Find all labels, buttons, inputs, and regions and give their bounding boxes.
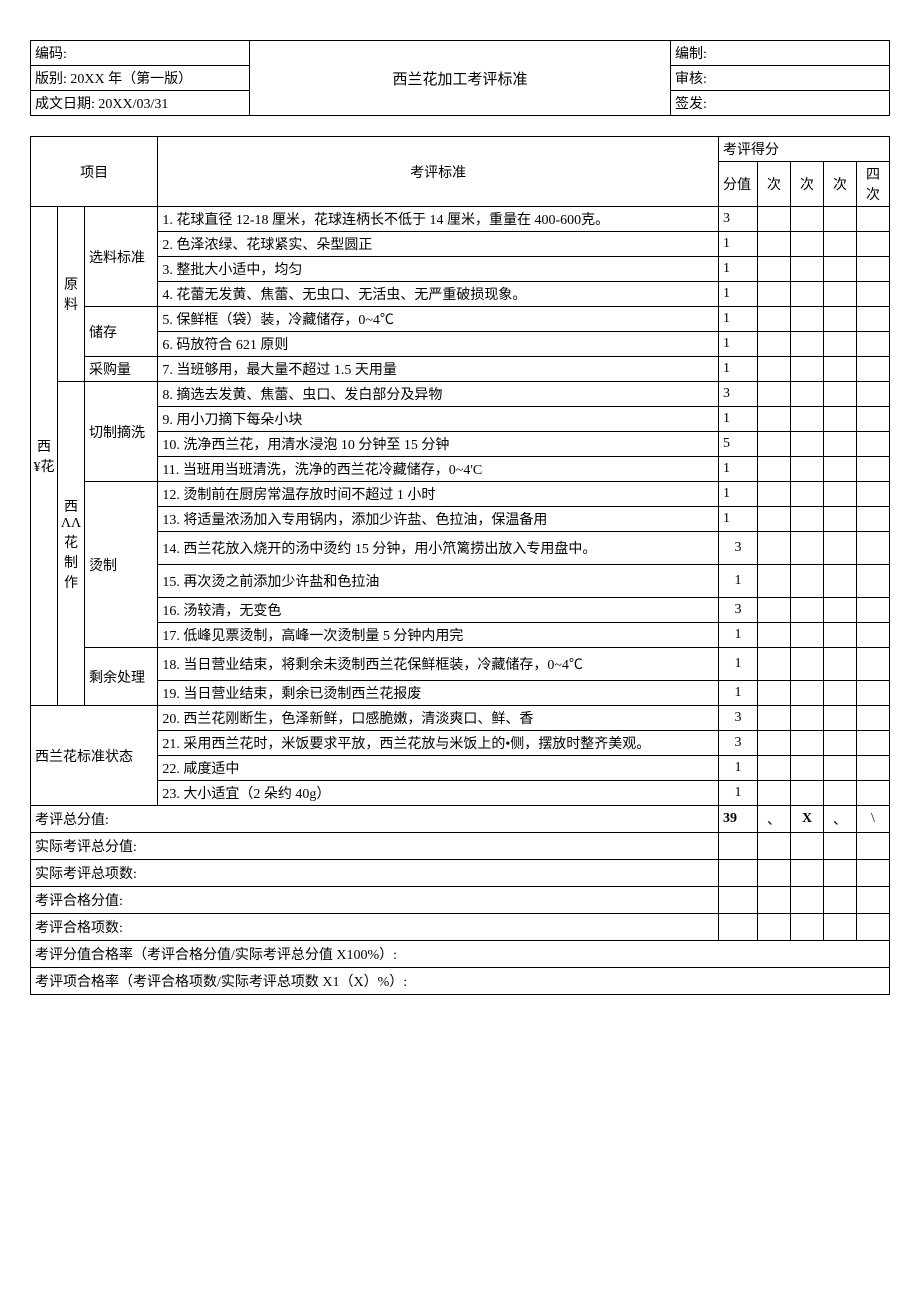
group-blanch: 烫制 <box>85 482 158 648</box>
table-row: 4. 花蕾无发黄、焦蕾、无虫口、无活虫、无严重破损现象。 1 <box>31 282 890 307</box>
table-row: 采购量 7. 当班够用，最大量不超过 1.5 天用量 1 <box>31 357 890 382</box>
col-time2: 次 <box>791 162 824 207</box>
table-row: 烫制 12. 烫制前在厨房常温存放时间不超过 1 小时 1 <box>31 482 890 507</box>
summary-s2: X <box>791 806 824 833</box>
table-row: 10. 洗净西兰花，用清水浸泡 10 分钟至 15 分钟 5 <box>31 432 890 457</box>
summary-pass-score: 考评合格分值: <box>31 887 890 914</box>
group-state: 西兰花标准状态 <box>31 706 158 806</box>
table-row: 16. 汤较清，无变色 3 <box>31 598 890 623</box>
group-select: 选料标准 <box>85 207 158 307</box>
score-cell <box>791 207 824 232</box>
score-cell <box>824 207 857 232</box>
summary-s3: 、 <box>824 806 857 833</box>
group-process: 西ΛΛ花制作 <box>58 382 85 706</box>
table-row: 9. 用小刀摘下每朵小块 1 <box>31 407 890 432</box>
table-row: 21. 采用西兰花时，米饭要求平放，西兰花放与米饭上的•侧，摆放时整齐美观。 3 <box>31 731 890 756</box>
table-row: 西兰花标准状态 20. 西兰花刚断生，色泽新鲜，口感脆嫩，清淡爽口、鲜、香 3 <box>31 706 890 731</box>
version-value: 20XX 年（第一版） <box>70 72 192 87</box>
col-time3: 次 <box>824 162 857 207</box>
version-label: 版别: <box>35 72 67 87</box>
summary-actual-score: 实际考评总分值: <box>31 833 890 860</box>
header-table: 编码: 西兰花加工考评标准 编制: 版别: 20XX 年（第一版） 审核: 成文… <box>30 40 890 116</box>
table-row: 23. 大小适宜（2 朵约 40g） 1 <box>31 781 890 806</box>
group-storage: 储存 <box>85 307 158 357</box>
col-score-group: 考评得分 <box>719 137 890 162</box>
code-cell: 编码: <box>31 41 250 66</box>
criteria-text: 1. 花球直径 12-18 厘米，花球连柄长不低于 14 厘米，重量在 400-… <box>158 207 719 232</box>
summary-actual-items: 实际考评总项数: <box>31 860 890 887</box>
table-row: 3. 整批大小适中，均匀 1 <box>31 257 890 282</box>
score-cell <box>758 207 791 232</box>
table-row: 6. 码放符合 621 原则 1 <box>31 332 890 357</box>
score-value: 3 <box>719 207 758 232</box>
group-leftover: 剩余处理 <box>85 648 158 706</box>
total-value: 39 <box>719 806 758 833</box>
score-cell <box>857 207 890 232</box>
table-row: 15. 再次烫之前添加少许盐和色拉油 1 <box>31 565 890 598</box>
doc-title: 西兰花加工考评标准 <box>250 41 671 116</box>
group-material: 原料 <box>58 207 85 382</box>
table-row: 西¥花 原料 选料标准 1. 花球直径 12-18 厘米，花球连柄长不低于 14… <box>31 207 890 232</box>
group-purchase: 采购量 <box>85 357 158 382</box>
col-criteria: 考评标准 <box>158 137 719 207</box>
date-label: 成文日期: <box>35 97 95 112</box>
table-row: 14. 西兰花放入烧开的汤中烫约 15 分钟，用小笊篱捞出放入专用盘中。 3 <box>31 532 890 565</box>
table-row: 剩余处理 18. 当日营业结束，将剩余未烫制西兰花保鲜框装，冷藏储存，0~4℃ … <box>31 648 890 681</box>
signed-cell: 签发: <box>671 91 890 116</box>
total-label: 考评总分值: <box>31 806 719 833</box>
summary-s1: 、 <box>758 806 791 833</box>
table-row: 19. 当日营业结束，剩余已烫制西兰花报废 1 <box>31 681 890 706</box>
table-row: 储存 5. 保鲜框（袋）装，冷藏储存，0~4℃ 1 <box>31 307 890 332</box>
table-row: 17. 低峰见票烫制，高峰一次烫制量 5 分钟内用完 1 <box>31 623 890 648</box>
evaluation-table: 项目 考评标准 考评得分 分值 次 次 次 四次 西¥花 原料 选料标准 1. … <box>30 136 890 995</box>
summary-total: 考评总分值: 39 、 X 、 \ <box>31 806 890 833</box>
table-row: 22. 咸度适中 1 <box>31 756 890 781</box>
col-time1: 次 <box>758 162 791 207</box>
col-time4: 四次 <box>857 162 890 207</box>
date-value: 20XX/03/31 <box>98 97 168 112</box>
reviewed-cell: 审核: <box>671 66 890 91</box>
col-item: 项目 <box>31 137 158 207</box>
group-main: 西¥花 <box>31 207 58 706</box>
summary-rate-score: 考评分值合格率（考评合格分值/实际考评总分值 X100%）: <box>31 941 890 968</box>
prepared-cell: 编制: <box>671 41 890 66</box>
summary-rate-items: 考评项合格率（考评合格项数/实际考评总项数 X1（X）%）: <box>31 968 890 995</box>
table-row: 西ΛΛ花制作 切制摘洗 8. 摘选去发黄、焦蕾、虫口、发白部分及异物 3 <box>31 382 890 407</box>
summary-s4: \ <box>857 806 890 833</box>
group-cutwash: 切制摘洗 <box>85 382 158 482</box>
summary-pass-items: 考评合格项数: <box>31 914 890 941</box>
table-row: 13. 将适量浓汤加入专用锅内，添加少许盐、色拉油，保温备用 1 <box>31 507 890 532</box>
col-score-value: 分值 <box>719 162 758 207</box>
table-row: 11. 当班用当班清洗，洗净的西兰花冷藏储存，0~4'C 1 <box>31 457 890 482</box>
table-row: 2. 色泽浓绿、花球紧实、朵型圆正 1 <box>31 232 890 257</box>
date-cell: 成文日期: 20XX/03/31 <box>31 91 250 116</box>
version-cell: 版别: 20XX 年（第一版） <box>31 66 250 91</box>
